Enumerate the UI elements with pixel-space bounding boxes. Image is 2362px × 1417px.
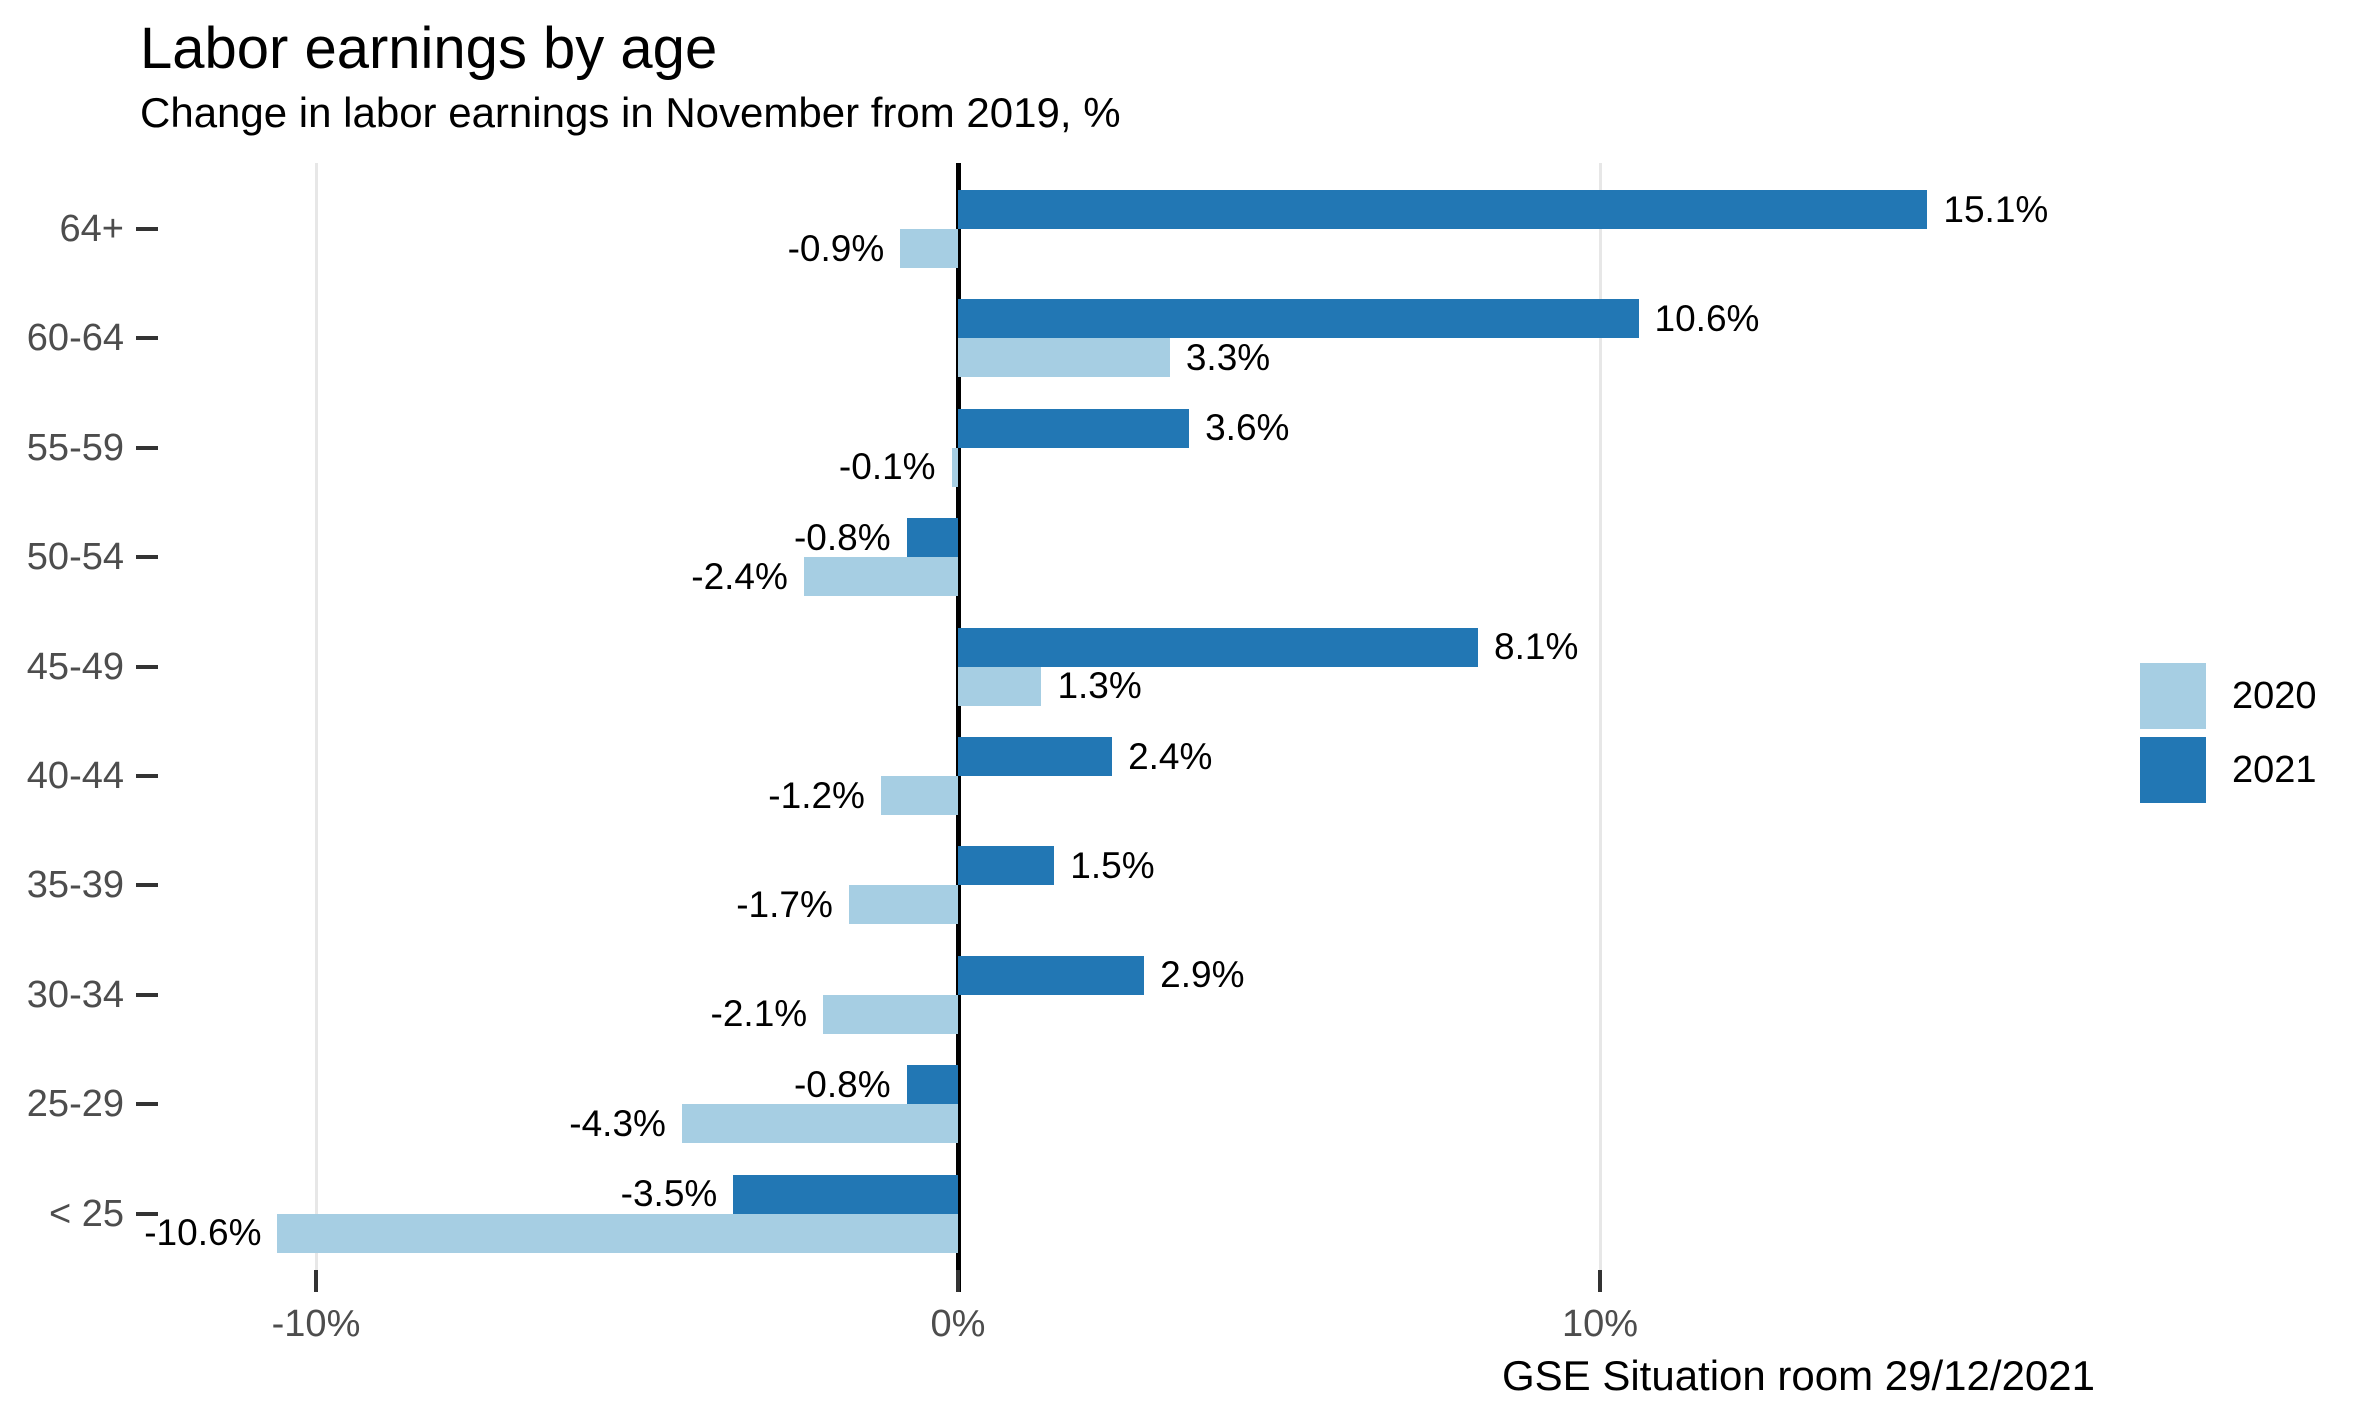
bar-2020-6 xyxy=(848,885,958,925)
x-tick-label: 10% xyxy=(1561,1303,1639,1345)
bar-2021-2-label: 3.6% xyxy=(1205,407,1290,449)
y-axis-tick xyxy=(136,445,158,450)
bar-2021-4 xyxy=(958,627,1479,667)
chart-subtitle: Change in labor earnings in November fro… xyxy=(140,89,1121,136)
y-tick-label: 40-44 xyxy=(26,755,124,797)
legend-swatch-2020 xyxy=(2140,663,2206,729)
bar-2020-3 xyxy=(803,557,958,597)
bar-2021-4-label: 8.1% xyxy=(1494,626,1579,668)
bar-2021-2 xyxy=(958,408,1190,448)
bar-2020-7 xyxy=(823,994,958,1034)
bar-2021-5-label: 2.4% xyxy=(1128,735,1213,777)
bar-2021-5 xyxy=(958,737,1113,776)
gridline--10 xyxy=(314,163,318,1270)
legend-item-2021: 2021 xyxy=(2140,737,2317,803)
y-axis-tick xyxy=(136,227,158,231)
bar-2021-1 xyxy=(958,299,1639,339)
bar-2021-6-label: 1.5% xyxy=(1070,844,1155,886)
x-tick-label: -10% xyxy=(271,1303,361,1345)
y-tick-label: < 25 xyxy=(48,1192,124,1235)
y-axis-tick xyxy=(136,774,158,778)
y-axis-tick xyxy=(136,992,158,997)
bar-2021-8 xyxy=(906,1065,958,1105)
bar-2020-9-label: -10.6% xyxy=(144,1212,262,1254)
bar-2020-4-label: 1.3% xyxy=(1057,665,1142,707)
y-tick-label: 30-34 xyxy=(26,973,124,1016)
legend-swatch-2021 xyxy=(2140,737,2206,803)
bar-2020-0-label: -0.9% xyxy=(787,227,885,269)
y-axis-tick xyxy=(136,336,158,341)
source-caption: GSE Situation room 29/12/2021 xyxy=(1501,1352,2095,1399)
y-tick-label: 60-64 xyxy=(26,317,124,360)
bar-2020-8 xyxy=(681,1104,958,1144)
legend-label-2020: 2020 xyxy=(2232,675,2317,717)
bar-2020-7-label: -2.1% xyxy=(710,993,808,1035)
bar-2020-0 xyxy=(900,229,958,268)
y-tick-label: 25-29 xyxy=(26,1083,124,1126)
y-tick-label: 45-49 xyxy=(26,645,124,688)
bar-2021-6 xyxy=(958,846,1055,886)
bar-2020-5 xyxy=(880,776,958,815)
gridline-10 xyxy=(1598,163,1602,1270)
bar-2020-8-label: -4.3% xyxy=(569,1102,666,1144)
bar-2020-6-label: -1.7% xyxy=(736,883,833,925)
x-axis-tick xyxy=(956,1270,960,1292)
y-axis-tick xyxy=(136,1102,158,1107)
bar-2020-1 xyxy=(958,338,1170,378)
y-tick-label: 55-59 xyxy=(26,426,124,469)
x-axis-tick xyxy=(1598,1270,1602,1292)
bar-2021-0-label: 15.1% xyxy=(1943,188,2049,230)
legend-label-2021: 2021 xyxy=(2232,749,2317,791)
y-axis-tick xyxy=(136,1211,158,1216)
legend-item-2020: 2020 xyxy=(2140,663,2317,729)
bar-2020-3-label: -2.4% xyxy=(691,555,788,597)
y-axis-tick xyxy=(136,555,158,560)
x-axis-tick xyxy=(314,1270,318,1292)
bar-2021-3 xyxy=(906,518,958,558)
y-tick-label: 35-39 xyxy=(26,864,124,907)
bar-2021-3-label: -0.8% xyxy=(793,516,891,558)
bar-2021-0 xyxy=(958,190,1928,229)
zero-axis-line xyxy=(955,163,961,1292)
bar-2021-1-label: 10.6% xyxy=(1654,297,1760,339)
bar-2021-9 xyxy=(733,1174,958,1214)
bar-2020-2-label: -0.1% xyxy=(838,446,936,488)
bar-2020-9 xyxy=(277,1213,958,1253)
chart-title: Labor earnings by age xyxy=(140,16,718,81)
bar-2021-8-label: -0.8% xyxy=(793,1063,891,1105)
bar-2020-2 xyxy=(951,447,958,487)
y-tick-label: 50-54 xyxy=(26,536,124,579)
legend: 2020 2021 xyxy=(2140,663,2317,811)
bar-2020-1-label: 3.3% xyxy=(1185,336,1271,378)
y-axis-tick xyxy=(136,883,158,888)
y-tick-label: 64+ xyxy=(59,208,124,250)
bar-2021-7-label: 2.9% xyxy=(1160,954,1245,996)
bar-2021-9-label: -3.5% xyxy=(620,1173,718,1215)
bar-2020-5-label: -1.2% xyxy=(768,774,865,816)
bar-2021-7 xyxy=(958,955,1145,995)
bar-2020-4 xyxy=(958,666,1042,706)
y-axis-tick xyxy=(136,664,158,669)
x-tick-label: 0% xyxy=(930,1303,986,1345)
